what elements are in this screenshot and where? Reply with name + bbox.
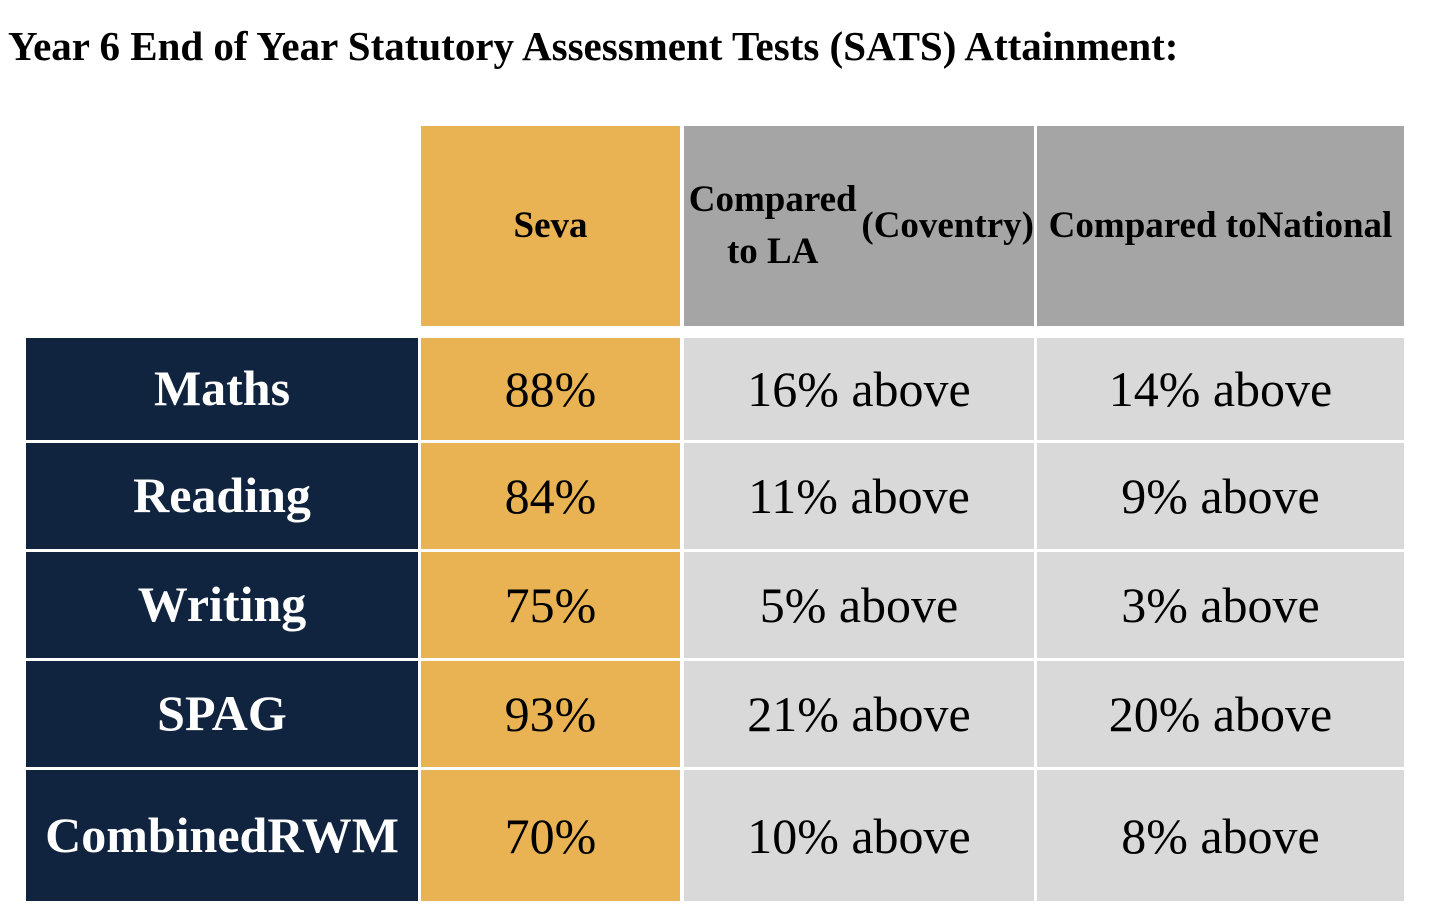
row-label: Combined RWM — [26, 770, 418, 901]
cell-text-line: Writing — [137, 576, 307, 633]
cell-text-line: Maths — [153, 360, 291, 417]
la-comparison: 11% above — [684, 443, 1034, 549]
cell-text-line: National — [1256, 205, 1393, 247]
la-comparison: 21% above — [684, 661, 1034, 767]
header-seva: Seva — [421, 126, 680, 326]
seva-value: 84% — [421, 443, 680, 549]
la-comparison: 10% above — [684, 770, 1034, 901]
header-compared-national: Compared to National — [1037, 126, 1404, 326]
cell-text-line: Compared to — [1048, 205, 1257, 247]
cell-text-line: SPAG — [157, 685, 287, 742]
cell-text-line: Reading — [133, 467, 311, 524]
page-title: Year 6 End of Year Statutory Assessment … — [8, 23, 1179, 69]
cell-text-line: Combined — [45, 806, 268, 863]
la-comparison: 5% above — [684, 552, 1034, 658]
seva-value: 93% — [421, 661, 680, 767]
row-label: Reading — [26, 443, 418, 549]
header-compared-la: Compared to LA (Coventry) — [684, 126, 1034, 326]
national-comparison: 3% above — [1037, 552, 1404, 658]
row-label: Maths — [26, 338, 418, 440]
seva-value: 88% — [421, 338, 680, 440]
national-comparison: 8% above — [1037, 770, 1404, 901]
cell-text-line: RWM — [267, 806, 399, 863]
row-label: Writing — [26, 552, 418, 658]
national-comparison: 20% above — [1037, 661, 1404, 767]
national-comparison: 9% above — [1037, 443, 1404, 549]
la-comparison: 16% above — [684, 338, 1034, 440]
cell-text-line: Compared to LA — [688, 179, 857, 272]
row-label: SPAG — [26, 661, 418, 767]
seva-value: 75% — [421, 552, 680, 658]
seva-value: 70% — [421, 770, 680, 901]
cell-text-line: (Coventry) — [861, 205, 1034, 247]
national-comparison: 14% above — [1037, 338, 1404, 440]
